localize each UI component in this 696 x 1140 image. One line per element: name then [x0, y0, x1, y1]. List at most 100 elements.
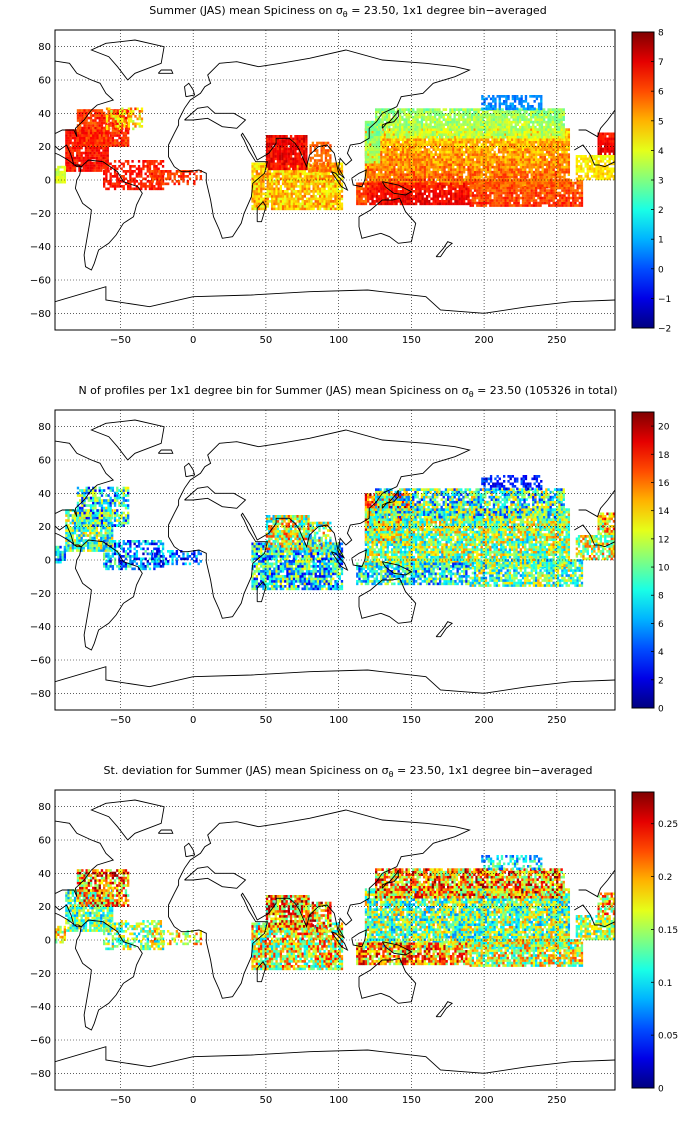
data-cell — [476, 140, 479, 144]
data-cell — [364, 163, 368, 166]
data-cell — [144, 185, 147, 188]
data-cell — [512, 118, 515, 121]
data-cell — [539, 150, 542, 154]
data-cell — [268, 187, 272, 191]
data-cell — [151, 162, 154, 166]
data-cell — [429, 133, 432, 136]
data-cell — [140, 125, 144, 128]
data-cell — [76, 126, 80, 130]
data-cell — [537, 160, 540, 164]
data-cell — [417, 143, 420, 146]
data-cell — [270, 142, 273, 146]
data-cell — [466, 133, 469, 136]
data-cell — [78, 149, 81, 152]
data-cell — [469, 160, 472, 164]
data-cell — [274, 145, 277, 148]
data-cell — [334, 187, 337, 191]
data-cell — [285, 155, 288, 158]
data-cell — [375, 178, 379, 181]
data-cell — [338, 207, 341, 211]
data-cell — [404, 145, 407, 149]
data-cell — [425, 170, 429, 174]
data-cell — [285, 167, 288, 171]
data-cell — [260, 207, 263, 211]
data-cell — [111, 139, 115, 142]
data-cell — [295, 180, 298, 183]
data-cell — [386, 183, 389, 186]
data-cell — [514, 135, 517, 139]
data-cell — [288, 207, 291, 211]
data-cell — [380, 170, 383, 174]
data-cell — [393, 150, 396, 154]
data-cell — [92, 134, 95, 137]
data-cell — [260, 197, 263, 201]
data-cell — [273, 182, 276, 186]
data-cell — [441, 170, 444, 174]
data-cell — [380, 140, 383, 144]
data-cell — [140, 185, 143, 188]
data-cell — [475, 135, 478, 139]
data-cell — [379, 130, 382, 134]
data-cell — [506, 175, 509, 179]
data-cell — [91, 156, 94, 160]
data-cell — [462, 120, 465, 124]
data-cell — [438, 120, 441, 124]
data-cell — [142, 162, 145, 166]
data-cell — [490, 115, 493, 119]
data-cell — [122, 134, 125, 137]
data-cell — [431, 125, 435, 129]
data-cell — [449, 120, 452, 124]
data-cell — [511, 170, 514, 174]
data-cell — [409, 135, 413, 139]
data-cell — [393, 148, 396, 151]
data-cell — [406, 138, 409, 141]
data-cell — [89, 164, 92, 167]
data-cell — [457, 118, 461, 121]
data-cell — [292, 192, 296, 196]
data-cell — [334, 162, 337, 166]
data-cell — [449, 135, 452, 139]
data-cell — [537, 130, 540, 134]
data-cell — [386, 153, 389, 156]
data-cell — [199, 175, 203, 178]
data-cell — [497, 148, 501, 151]
data-cell — [476, 170, 479, 174]
data-cell — [380, 165, 383, 169]
data-cell — [454, 163, 457, 166]
data-cell — [102, 166, 105, 170]
data-cell — [100, 141, 104, 145]
data-cell — [298, 157, 301, 161]
data-cell — [156, 182, 159, 186]
data-cell — [268, 185, 272, 188]
data-cell — [417, 163, 420, 166]
data-cell — [469, 155, 472, 159]
data-cell — [107, 119, 110, 122]
data-cell — [439, 150, 442, 154]
data-cell — [313, 144, 317, 147]
data-cell — [491, 175, 494, 179]
data-cell — [266, 177, 269, 181]
data-cell — [423, 138, 427, 141]
data-cell — [289, 145, 293, 148]
data-cell — [79, 136, 82, 140]
data-cell — [107, 114, 110, 117]
data-cell — [399, 123, 402, 126]
data-cell — [325, 185, 328, 188]
data-cell — [539, 143, 542, 146]
data-cell — [433, 125, 437, 129]
data-cell — [449, 155, 453, 159]
data-cell — [392, 130, 395, 134]
data-cell — [385, 125, 389, 129]
data-cell — [144, 172, 147, 176]
data-cell — [503, 130, 507, 134]
data-cell — [432, 135, 435, 139]
data-cell — [97, 146, 101, 150]
data-cell — [525, 125, 528, 129]
data-cell — [295, 200, 298, 203]
data-cell — [286, 197, 289, 201]
data-cell — [65, 169, 68, 172]
data-cell — [428, 153, 431, 156]
data-cell — [257, 167, 261, 171]
data-cell — [399, 113, 402, 116]
data-cell — [537, 138, 540, 141]
